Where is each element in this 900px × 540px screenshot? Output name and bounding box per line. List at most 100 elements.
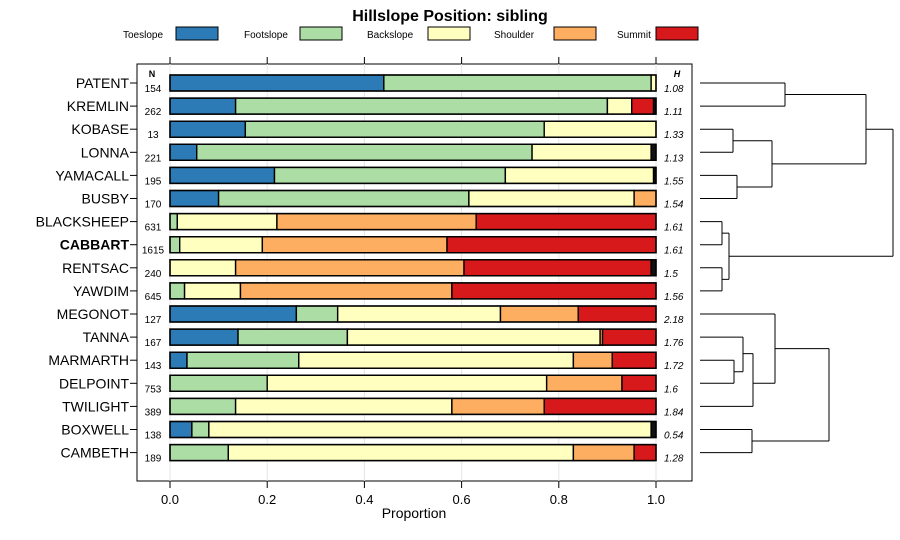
bar-megonot-footslope [295,305,339,323]
h-header: H [674,69,681,79]
y-label-cabbart: CABBART [60,237,130,253]
h-value-yawdim: 1.56 [664,292,684,303]
bar-delpoint-shoulder [545,374,623,392]
bar-outline-tanna [169,328,657,346]
bar-lonna-backslope [531,143,652,162]
bar-rentsac-shoulder [234,259,465,277]
bar-rentsac-backslope [169,259,237,277]
bar-marmarth-summit [611,351,657,369]
n-header: N [149,69,156,79]
n-value-blacksheep: 631 [145,223,162,234]
h-value-kremlin: 1.11 [664,107,683,118]
legend-label-backslope: Backslope [367,30,414,41]
bar-cabbart-backslope [179,235,264,254]
n-value-marmarth: 143 [145,361,162,372]
legend-swatch-footslope [299,26,343,41]
h-value-rentsac: 1.5 [664,269,678,280]
bar-outline-cabbart [169,235,657,254]
n-value-cambeth: 189 [145,454,162,465]
legend-swatch-backslope [427,26,471,41]
legend-label-toeslope: Toeslope [123,30,163,41]
bar-blacksheep-summit [475,212,657,231]
bar-tanna-backslope [346,328,601,346]
x-tick-label-2: 0.4 [355,492,373,507]
n-value-rentsac: 240 [145,269,162,280]
legend-swatch-summit [655,26,699,41]
bar-tanna-footslope [237,328,349,346]
h-value-kobase: 1.33 [664,130,684,141]
h-labels: 1.08 1.11 1.33 1.13 1.55 1.54 1.61 1.61 1.5 1.56 2… [663,84,684,465]
y-label-megonot: MEGONOT [57,306,130,322]
bar-outline-blacksheep [169,212,657,231]
y-label-patent: PATENT [76,75,130,91]
bar-outline-boxwell [169,420,657,439]
n-value-megonot: 127 [145,315,162,326]
bar-blacksheep-footslope [169,212,178,231]
bar-outline-twilight [169,397,657,416]
bar-tanna-summit [601,328,657,346]
x-tick-label-0: 0.0 [161,492,179,507]
bar-yawdim-backslope [183,282,242,300]
legend-label-shoulder: Shoulder [494,30,535,41]
bar-cabbart-shoulder [261,235,448,254]
h-value-boxwell: 0.54 [664,431,684,442]
bar-kremlin-summit [631,97,655,115]
bar-twilight-summit [543,397,657,416]
bar-patent-backslope [650,74,657,92]
bar-marmarth-toeslope [169,351,188,369]
y-label-kobase: KOBASE [71,121,129,137]
bar-megonot-shoulder [499,305,579,323]
x-tick-label-1: 0.2 [258,492,276,507]
y-label-cambeth: CAMBETH [61,445,129,461]
bar-yamacall-footslope [273,166,507,185]
y-label-kremlin: KREMLIN [67,98,129,114]
n-value-yawdim: 645 [145,292,162,303]
bar-outline-patent [169,74,657,92]
bar-outline-rentsac [169,259,657,277]
bar-megonot-summit [577,305,657,323]
bar-megonot-backslope [336,305,502,323]
bar-outline-marmarth [169,351,657,369]
bar-lonna-footslope [196,143,533,162]
bar-twilight-shoulder [451,397,545,416]
bar-cabbart-summit [446,235,657,254]
h-value-marmarth: 1.72 [664,361,684,372]
bars [169,74,657,462]
bar-delpoint-backslope [266,374,548,392]
h-value-tanna: 1.76 [664,338,684,349]
bar-busby-toeslope [169,189,220,208]
bar-lonna-other [650,143,657,162]
bar-kremlin-toeslope [169,97,237,115]
bar-patent-toeslope [169,74,385,92]
y-label-lonna: LONNA [81,144,130,160]
bar-tanna-toeslope [169,328,239,346]
bar-outline-busby [169,189,657,208]
bar-rentsac-other [650,259,657,277]
legend-label-summit: Summit [617,30,651,41]
bar-outline-kobase [169,120,657,138]
y-label-boxwell: BOXWELL [61,422,129,438]
bar-delpoint-summit [621,374,657,392]
bar-patent-footslope [383,74,652,92]
x-axis: 0.0 0.2 0.4 0.6 0.8 1.0 [161,57,665,507]
h-value-lonna: 1.13 [664,153,684,164]
bar-busby-shoulder [633,189,657,208]
bar-yawdim-summit [451,282,657,300]
n-value-lonna: 221 [145,153,162,164]
bar-rentsac-summit [463,259,652,277]
n-value-kremlin: 262 [145,107,162,118]
bar-yamacall-backslope [504,166,655,185]
bar-busby-backslope [468,189,635,208]
bar-twilight-footslope [169,397,237,416]
bar-outline-yawdim [169,282,657,300]
h-value-patent: 1.08 [664,84,684,95]
legend-swatch-shoulder [553,26,597,41]
n-value-delpoint: 753 [145,384,162,395]
bar-busby-footslope [217,189,470,208]
h-value-yamacall: 1.55 [664,176,684,187]
bar-cabbart-footslope [169,235,181,254]
y-label-yamacall: YAMACALL [55,167,129,183]
dendrogram [700,82,894,454]
y-label-tanna: TANNA [83,329,130,345]
